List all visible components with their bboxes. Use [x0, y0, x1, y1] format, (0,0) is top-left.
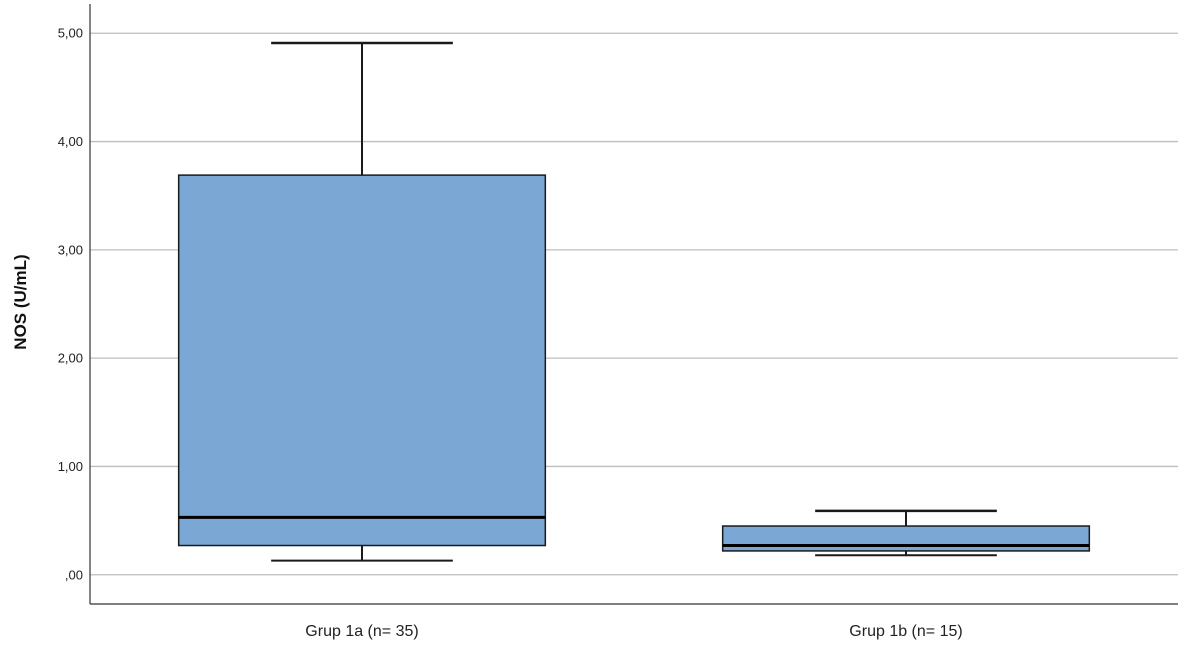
x-category-label: Grup 1b (n= 15): [849, 623, 962, 640]
y-axis-title: NOS (U/mL): [11, 254, 30, 349]
y-tick-label: 4,00: [58, 134, 83, 149]
boxes: [177, 41, 1091, 562]
iqr-box: [721, 525, 1091, 552]
y-tick-label: ,00: [65, 567, 83, 582]
y-tick-label: 1,00: [58, 459, 83, 474]
iqr-box: [177, 174, 547, 547]
x-category-labels: Grup 1a (n= 35) Grup 1b (n= 15): [305, 623, 962, 640]
y-tick-label: 2,00: [58, 351, 83, 366]
y-tick-label: 3,00: [58, 242, 83, 257]
y-tick-labels: ,00 1,00 2,00 3,00 4,00 5,00: [58, 26, 83, 583]
x-category-label: Grup 1a (n= 35): [305, 623, 418, 640]
axes: [89, 4, 1178, 605]
box-group: [721, 509, 1091, 557]
y-tick-label: 5,00: [58, 26, 83, 41]
box-group: [177, 41, 547, 562]
